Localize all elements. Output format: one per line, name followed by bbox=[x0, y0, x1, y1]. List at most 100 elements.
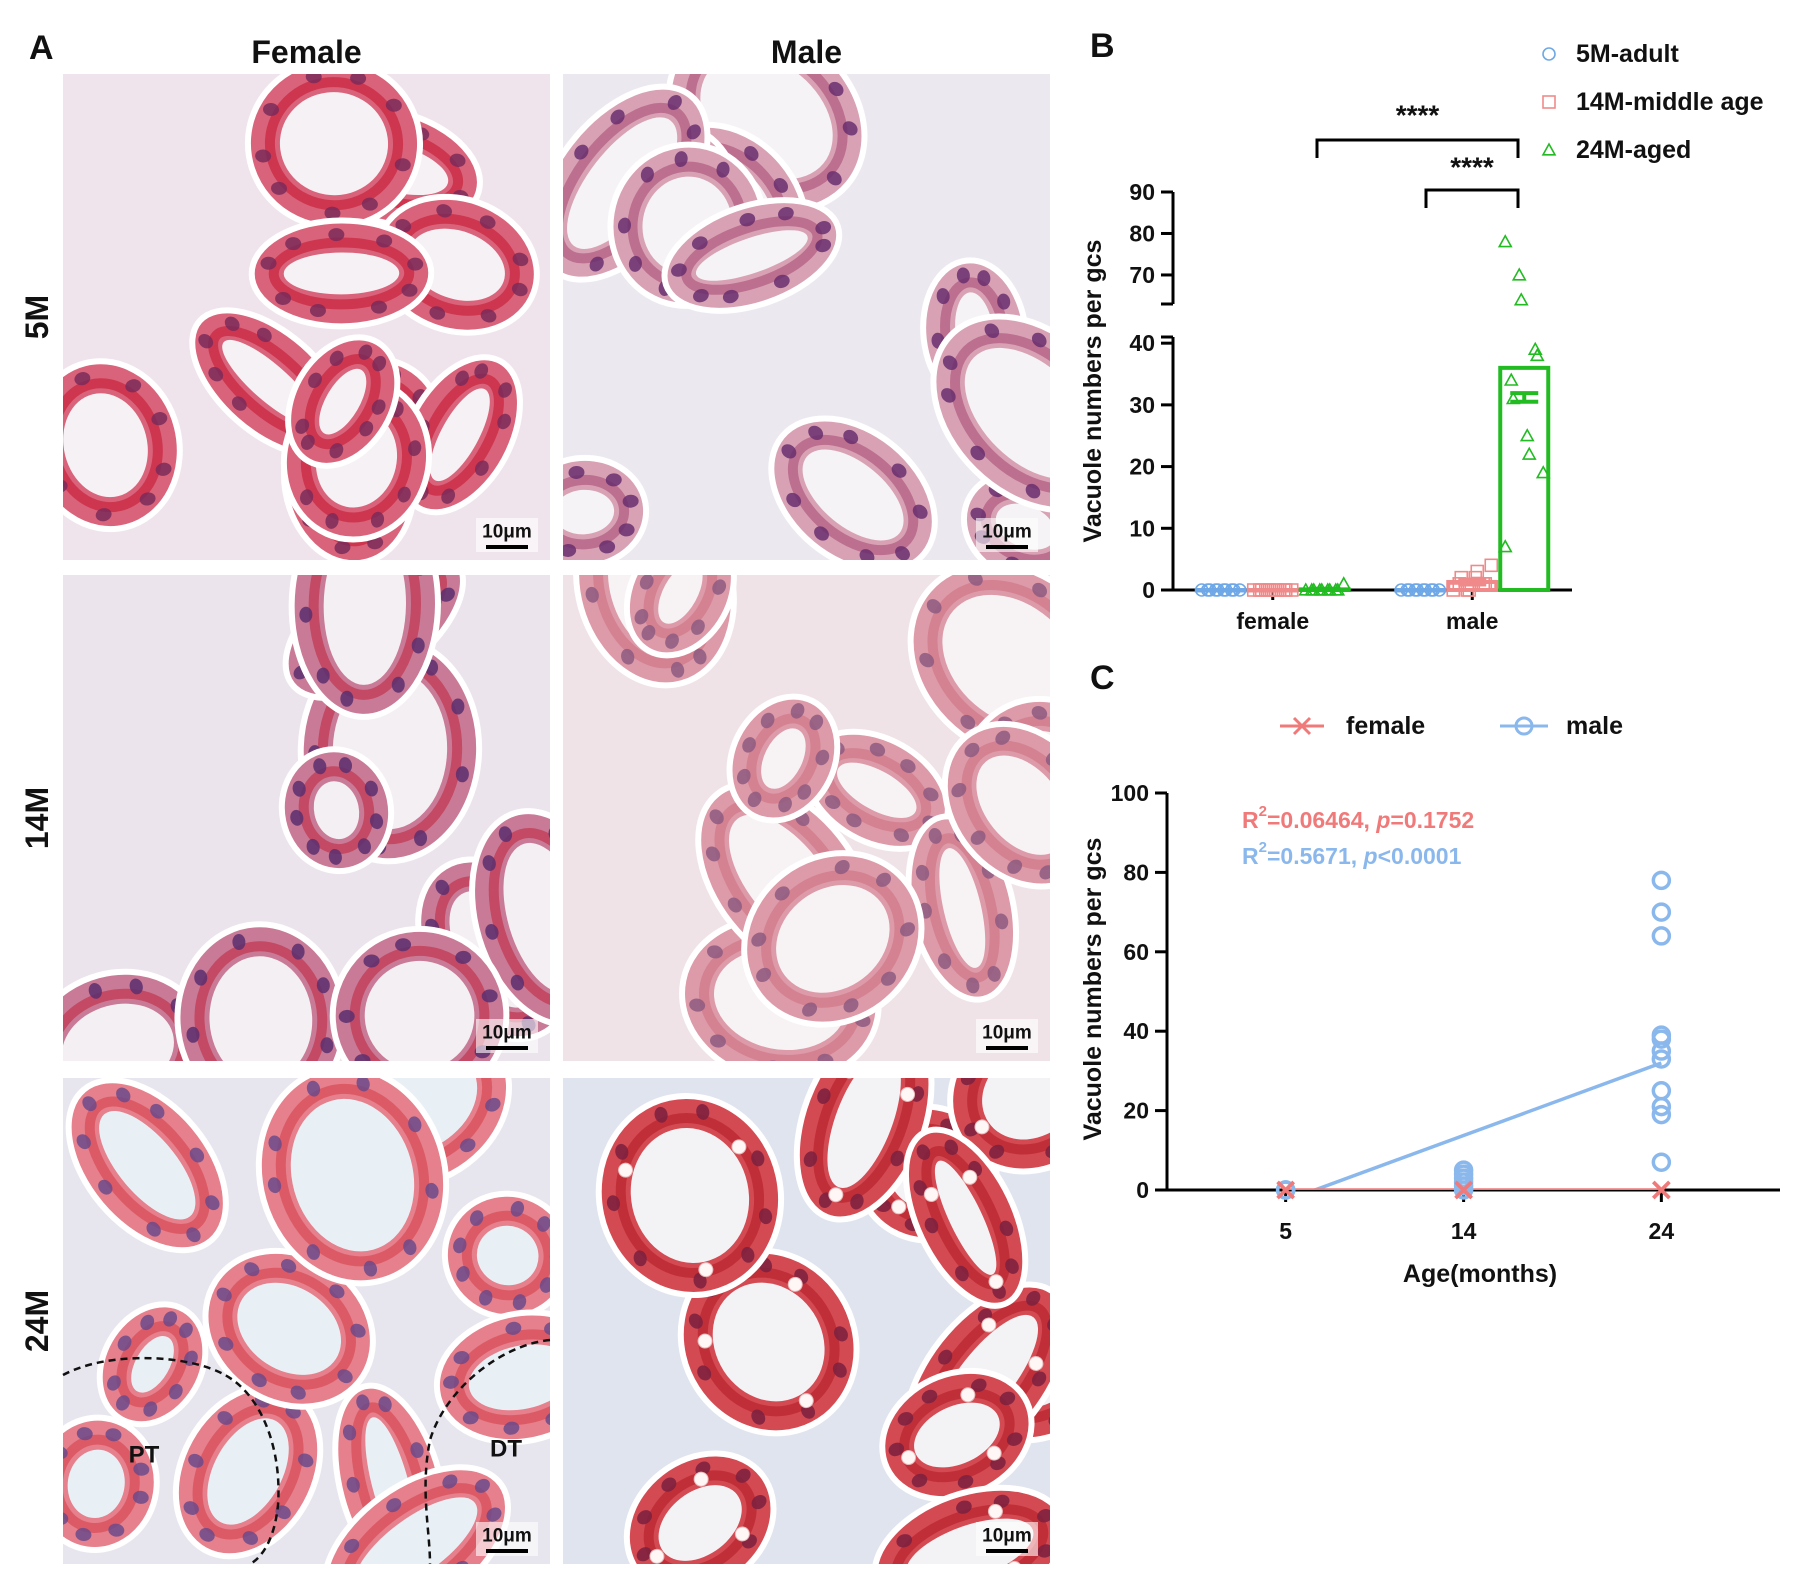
nucleus bbox=[481, 989, 498, 1003]
vacuole bbox=[981, 1317, 997, 1333]
marker bbox=[1484, 558, 1499, 573]
nucleus bbox=[893, 828, 909, 843]
vacuole bbox=[974, 1119, 990, 1135]
y-tick-label: 40 bbox=[1123, 1018, 1149, 1044]
nucleus bbox=[394, 158, 411, 172]
nucleus bbox=[356, 1078, 370, 1092]
marker bbox=[1651, 1029, 1672, 1049]
error-bar bbox=[1310, 586, 1339, 592]
vacuole bbox=[1028, 1356, 1044, 1372]
nucleus bbox=[912, 504, 928, 519]
lumen bbox=[802, 449, 904, 541]
nucleus bbox=[291, 943, 305, 960]
lumen bbox=[430, 388, 490, 482]
lumen bbox=[695, 230, 808, 281]
nucleus bbox=[410, 1442, 424, 1458]
nucleus bbox=[63, 1446, 68, 1460]
nucleus bbox=[328, 228, 345, 242]
fit-line bbox=[1309, 1061, 1662, 1190]
nucleus bbox=[268, 1135, 282, 1152]
nucleus bbox=[290, 1385, 306, 1400]
lumen bbox=[237, 1282, 342, 1375]
nucleus bbox=[859, 549, 875, 560]
nucleus bbox=[727, 897, 742, 913]
nucleus bbox=[511, 282, 528, 297]
nucleus bbox=[260, 256, 277, 270]
nucleus bbox=[716, 161, 730, 178]
stat-part: R bbox=[1242, 807, 1259, 833]
marker bbox=[1651, 902, 1672, 922]
nucleus bbox=[641, 625, 656, 641]
nucleus bbox=[369, 813, 384, 830]
nucleus bbox=[199, 1527, 215, 1542]
nucleus bbox=[451, 698, 465, 715]
nucleus bbox=[995, 913, 1009, 930]
nucleus bbox=[63, 1511, 69, 1525]
nucleus bbox=[95, 508, 112, 522]
nucleus bbox=[105, 1428, 122, 1442]
nucleus bbox=[924, 1217, 939, 1234]
marker bbox=[1652, 1180, 1671, 1200]
nucleus bbox=[41, 1475, 59, 1490]
nucleus bbox=[640, 166, 654, 183]
nucleus bbox=[232, 934, 246, 951]
marker bbox=[1454, 1180, 1473, 1200]
marker bbox=[1542, 95, 1556, 109]
nucleus bbox=[999, 1220, 1014, 1237]
nucleus bbox=[735, 1468, 751, 1483]
micrograph bbox=[41, 1078, 550, 1564]
vacuole bbox=[841, 1078, 857, 1079]
nucleus bbox=[108, 1523, 125, 1537]
nucleus bbox=[846, 813, 862, 828]
nucleus bbox=[116, 1087, 131, 1103]
nucleus bbox=[439, 587, 455, 602]
nucleus bbox=[674, 151, 688, 168]
nucleus bbox=[357, 838, 371, 855]
lumen bbox=[658, 575, 703, 624]
nucleus bbox=[879, 1564, 898, 1578]
nucleus bbox=[1078, 1311, 1098, 1331]
stat-part: =0.5671, bbox=[1267, 843, 1364, 869]
pt-outline bbox=[62, 1356, 280, 1566]
tubule bbox=[65, 1078, 229, 1254]
nucleus bbox=[585, 586, 599, 603]
marker bbox=[1542, 47, 1556, 61]
nucleus bbox=[217, 1411, 233, 1425]
nucleus bbox=[385, 98, 402, 112]
y-tick-label: 0 bbox=[1136, 1177, 1149, 1203]
tubule-rim bbox=[453, 1329, 550, 1426]
nucleus bbox=[313, 758, 327, 775]
tubule bbox=[768, 415, 938, 560]
nucleus bbox=[606, 1195, 621, 1212]
tubule bbox=[174, 921, 348, 1061]
nucleus bbox=[987, 965, 1001, 982]
marker bbox=[1232, 583, 1247, 597]
bar bbox=[1498, 365, 1551, 593]
nucleus bbox=[505, 1321, 522, 1335]
tubule bbox=[941, 720, 1050, 890]
nucleus bbox=[370, 300, 387, 314]
marker bbox=[1514, 716, 1534, 736]
nucleus bbox=[634, 609, 649, 625]
nucleus bbox=[760, 712, 775, 729]
lumen bbox=[67, 1449, 125, 1519]
nucleus bbox=[275, 291, 292, 305]
nucleus bbox=[926, 599, 942, 614]
tubule-rim bbox=[415, 373, 504, 496]
nucleus bbox=[155, 462, 172, 476]
nucleus bbox=[37, 1059, 54, 1078]
marker bbox=[1275, 1180, 1296, 1200]
nucleus bbox=[1037, 1544, 1050, 1558]
nucleus bbox=[116, 1395, 130, 1411]
tubule bbox=[661, 197, 843, 314]
vacuole bbox=[891, 1199, 907, 1215]
nucleus bbox=[984, 323, 1000, 339]
nucleus bbox=[824, 795, 841, 809]
marker bbox=[1503, 372, 1519, 386]
lumen bbox=[563, 489, 615, 535]
nucleus bbox=[263, 102, 280, 117]
nucleus bbox=[876, 872, 892, 887]
nucleus bbox=[299, 606, 313, 623]
nucleus bbox=[774, 886, 790, 901]
nucleus bbox=[928, 827, 942, 844]
